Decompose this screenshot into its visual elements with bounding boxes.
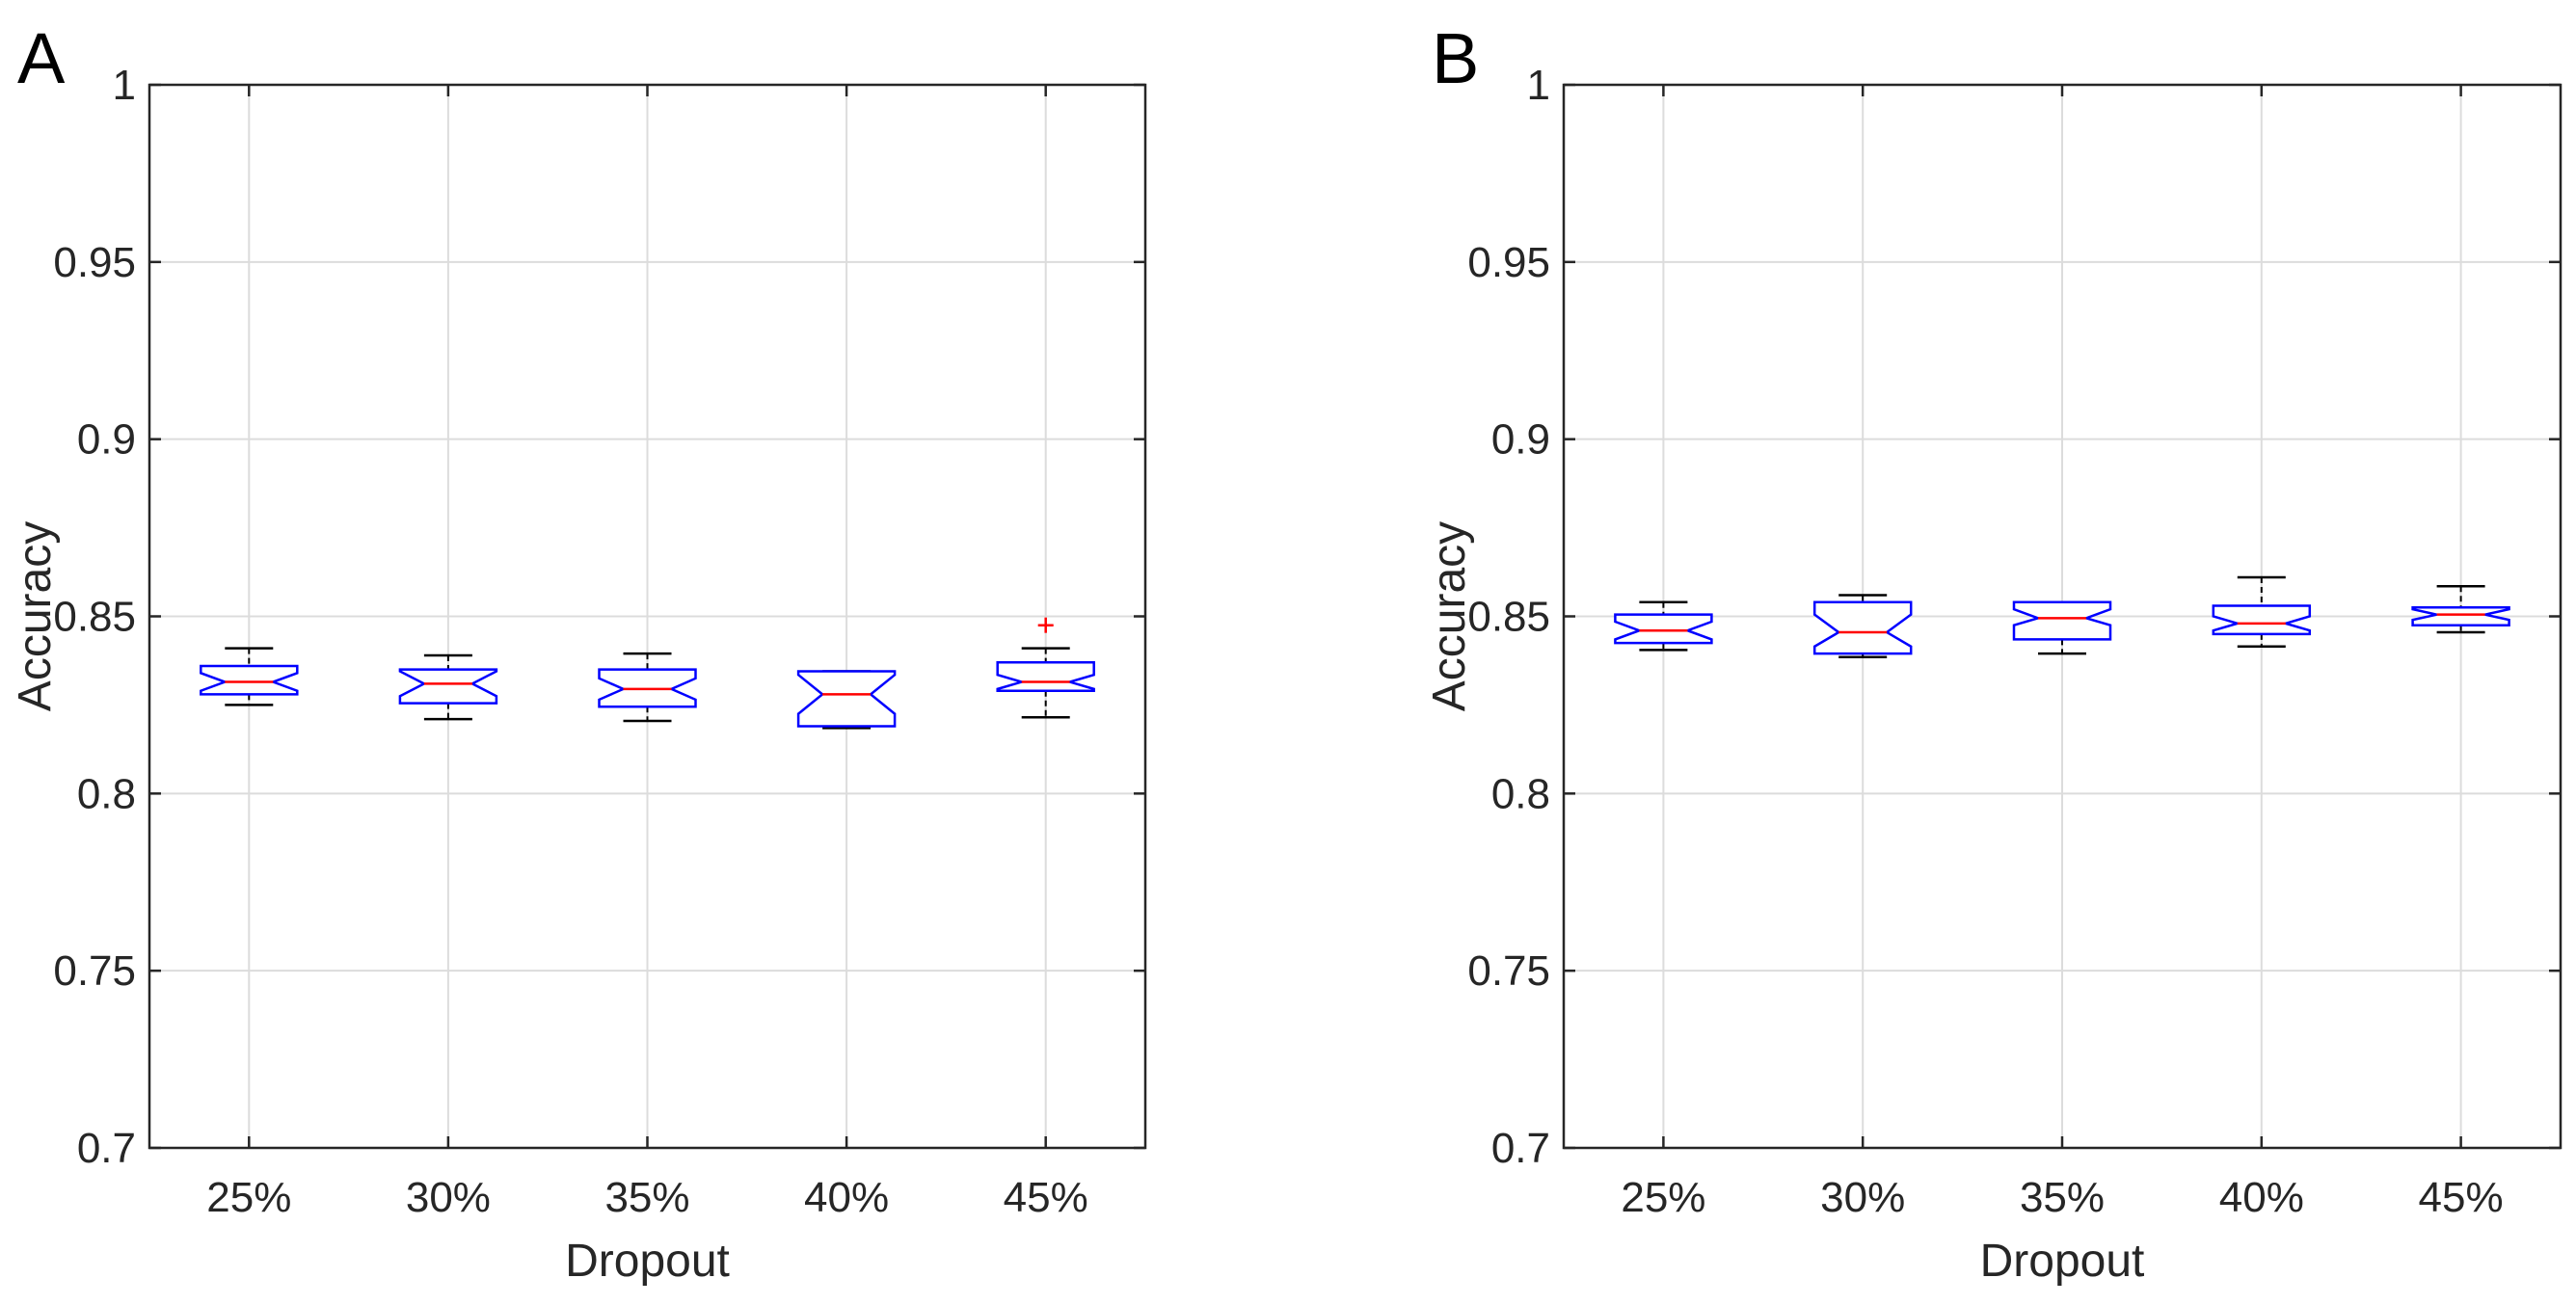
y-tick-label: 0.85 (53, 594, 136, 641)
x-axis-title: Dropout (565, 1236, 730, 1287)
x-tick-label: 35% (604, 1174, 689, 1221)
notched-box (398, 668, 498, 705)
notched-box (1614, 613, 1713, 645)
x-tick-label: 45% (1004, 1174, 1088, 1221)
x-axis-title: Dropout (1980, 1236, 2145, 1287)
x-tick-label: 45% (2419, 1174, 2504, 1221)
y-tick-label: 0.8 (77, 770, 136, 817)
panel-a: A 0.7 0.75 0.8 0.85 0.9 0.95 1 25% 30% 35% 40% 45% D… (10, 18, 1147, 1287)
y-tick-label: 0.85 (1467, 594, 1550, 641)
y-tick-label: 0.8 (1491, 770, 1550, 817)
notched-box (1812, 600, 1913, 655)
x-tick-label: 40% (804, 1174, 889, 1221)
y-tick-label: 0.9 (77, 416, 136, 464)
y-tick-label: 0.7 (1491, 1125, 1550, 1172)
y-axis-title: Accuracy (1424, 521, 1475, 711)
panel-label-b: B (1432, 18, 1479, 98)
y-tick-label: 0.75 (53, 947, 136, 995)
notched-box (2411, 606, 2510, 626)
x-tick-label: 30% (1820, 1174, 1905, 1221)
notched-box (200, 664, 299, 696)
y-tick-label: 0.9 (1491, 416, 1550, 464)
x-tick-label: 35% (2020, 1174, 2105, 1221)
y-tick-label: 0.7 (77, 1125, 136, 1172)
x-tick-label: 25% (1621, 1174, 1705, 1221)
x-tick-label: 40% (2219, 1174, 2304, 1221)
y-tick-label: 0.95 (53, 239, 136, 286)
panel-b: B 0.7 0.75 0.8 0.85 0.9 0.95 1 25% 30% 35% 40% 45% D… (1424, 18, 2563, 1287)
x-tick-label: 30% (406, 1174, 491, 1221)
y-tick-label: 0.95 (1467, 239, 1550, 286)
notched-box (796, 670, 897, 728)
notched-box (2212, 604, 2312, 636)
y-tick-label: 0.75 (1467, 947, 1550, 995)
notched-box (996, 661, 1095, 692)
notched-box (2012, 600, 2112, 641)
y-axis-title: Accuracy (10, 521, 61, 711)
y-tick-label: 1 (113, 62, 136, 109)
panel-label-a: A (17, 18, 66, 98)
x-tick-label: 25% (206, 1174, 291, 1221)
y-tick-label: 1 (1527, 62, 1550, 109)
